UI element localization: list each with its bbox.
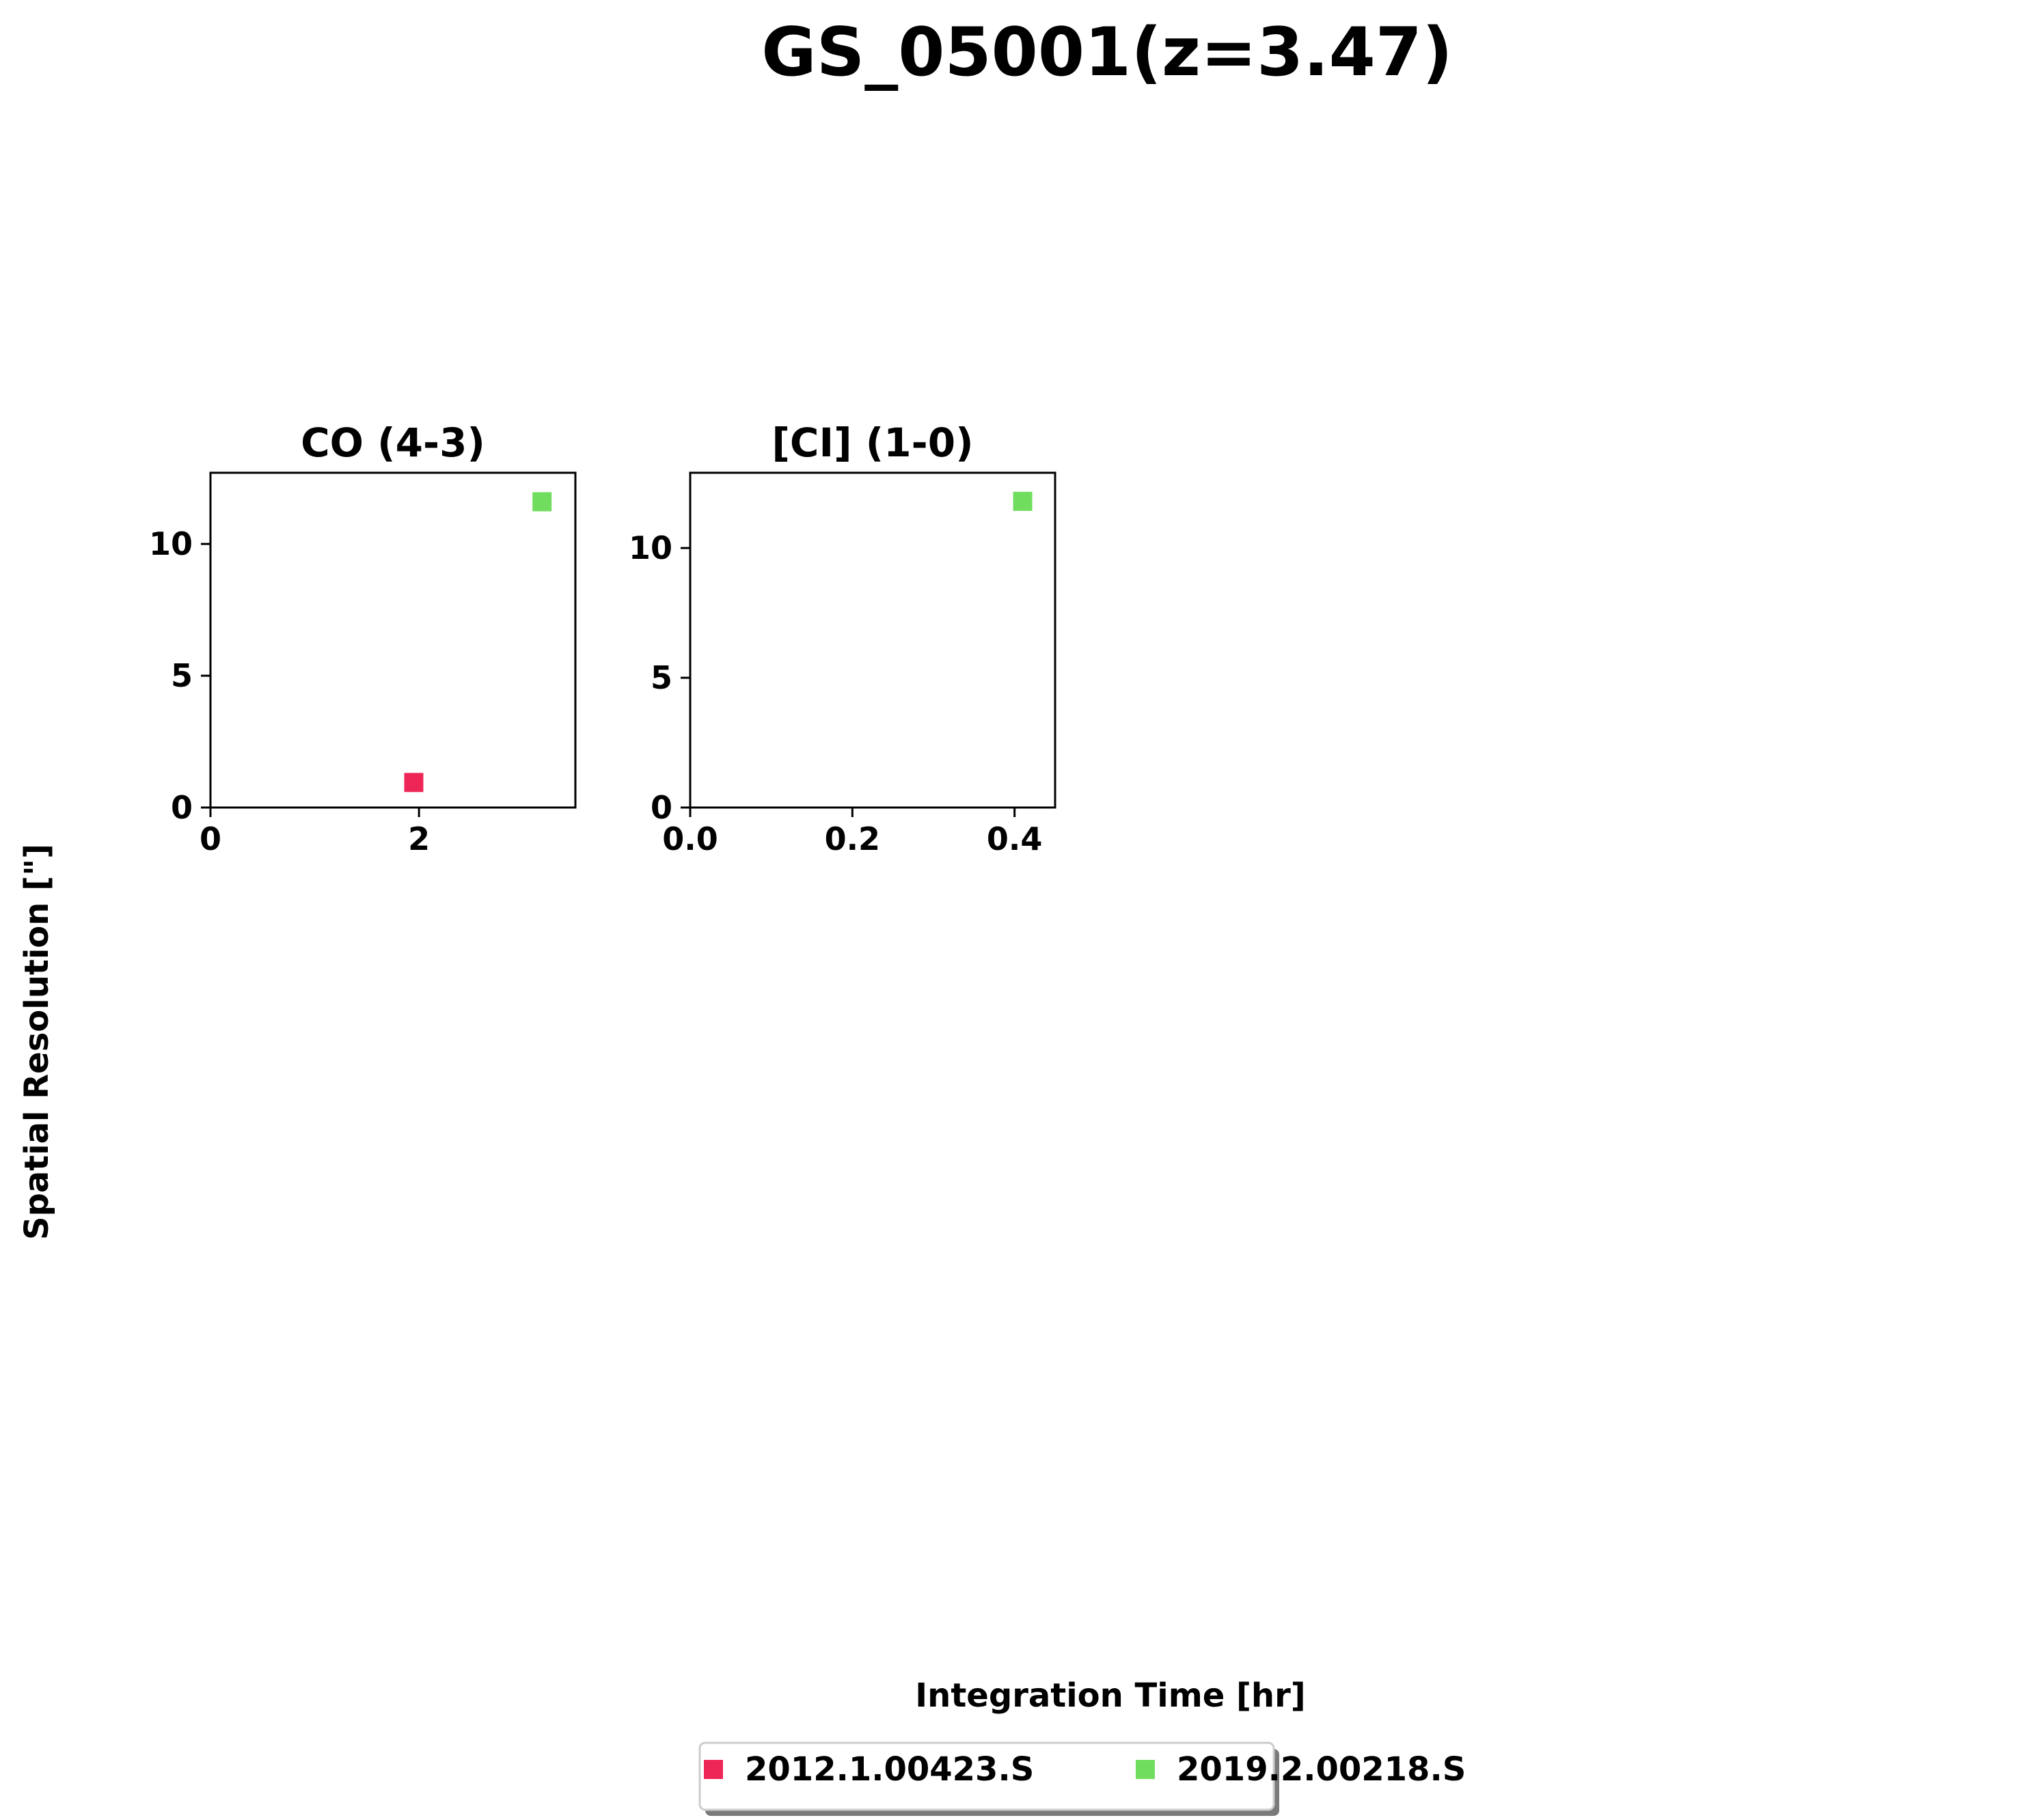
point-2019-2-00218-s: [1013, 491, 1033, 511]
legend-marker-2012-1-00423-s: [704, 1760, 723, 1779]
y-tick-label: 10: [149, 525, 193, 562]
x-tick-label: 0: [200, 821, 221, 857]
legend-label-2019-2-00218-s: 2019.2.00218.S: [1177, 1750, 1466, 1789]
y-tick-label: 0: [171, 789, 193, 826]
axes-frame: [209, 471, 577, 809]
x-axis-label: Integration Time [hr]: [915, 1677, 1305, 1715]
legend: 2012.1.00423.S 2019.2.00218.S: [698, 1741, 1466, 1816]
y-tick-label: 5: [171, 657, 193, 694]
legend-marker-2019-2-00218-s: [1136, 1760, 1155, 1779]
y-axis-label: Spatial Resolution ["]: [18, 844, 56, 1240]
panel-ci-1-0: [CI] (1-0) 0.0 0.2 0.4 0 5 10: [629, 419, 1056, 857]
x-tick-label: 0.4: [987, 821, 1043, 857]
panel-co-4-3: CO (4-3) 0 2 0 5 10: [149, 419, 577, 857]
panel-title: [CI] (1-0): [772, 419, 973, 466]
y-tick-label: 10: [629, 529, 672, 566]
axes-frame: [689, 471, 1056, 809]
panel-title: CO (4-3): [301, 419, 485, 466]
y-tick-label: 5: [651, 659, 672, 696]
y-tick-label: 0: [651, 789, 672, 826]
x-tick-label: 0.0: [662, 821, 718, 857]
point-2019-2-00218-s: [532, 492, 552, 512]
x-tick-label: 2: [408, 821, 430, 857]
point-2012-1-00423-s: [404, 773, 424, 792]
x-tick-label: 0.2: [825, 821, 881, 857]
legend-label-2012-1-00423-s: 2012.1.00423.S: [745, 1750, 1034, 1789]
figure-title: GS_05001(z=3.47): [761, 14, 1453, 92]
legend-box: [698, 1741, 1275, 1811]
